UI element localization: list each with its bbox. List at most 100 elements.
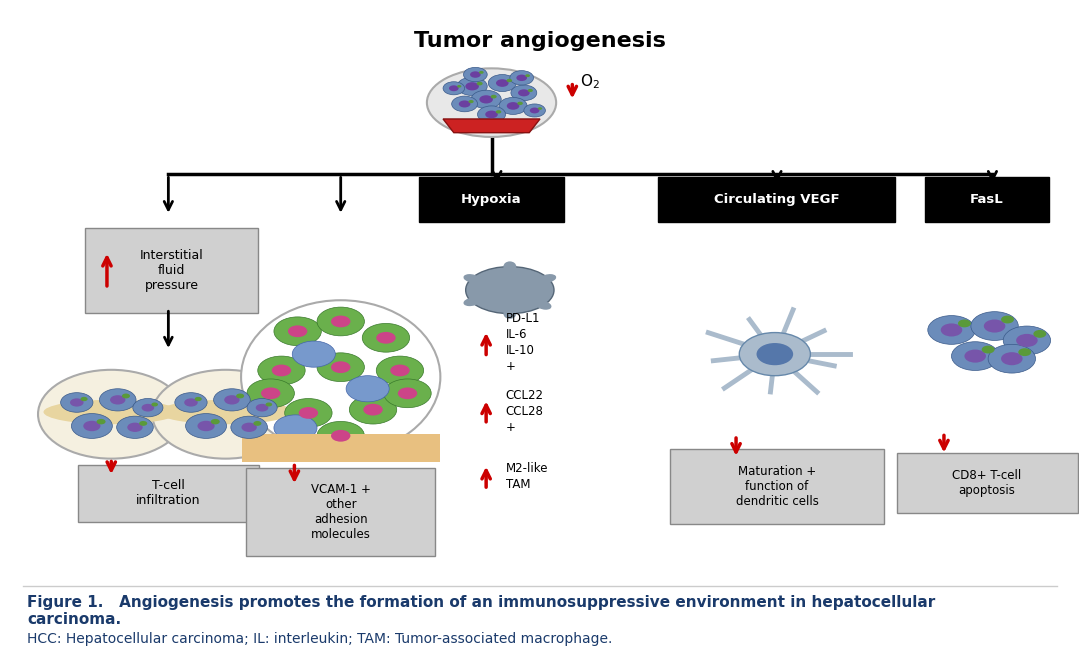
Circle shape <box>346 376 389 402</box>
Circle shape <box>511 85 537 100</box>
Circle shape <box>518 89 529 96</box>
Circle shape <box>525 74 530 77</box>
Circle shape <box>83 420 100 431</box>
Circle shape <box>928 316 975 344</box>
Circle shape <box>186 413 227 438</box>
Circle shape <box>449 85 459 91</box>
Ellipse shape <box>503 261 516 272</box>
Circle shape <box>231 416 268 438</box>
Circle shape <box>194 397 202 401</box>
Circle shape <box>507 102 519 110</box>
Text: Hypoxia: Hypoxia <box>461 193 522 206</box>
Circle shape <box>528 89 532 92</box>
Circle shape <box>247 399 278 417</box>
FancyBboxPatch shape <box>671 449 883 523</box>
Ellipse shape <box>463 274 480 283</box>
Circle shape <box>299 407 319 419</box>
Circle shape <box>60 393 93 412</box>
FancyBboxPatch shape <box>926 177 1049 222</box>
Ellipse shape <box>463 298 480 306</box>
Circle shape <box>459 100 471 108</box>
Circle shape <box>242 422 257 432</box>
Text: Interstitial
fluid
pressure: Interstitial fluid pressure <box>139 249 203 292</box>
Circle shape <box>507 79 512 82</box>
Circle shape <box>293 341 335 367</box>
Text: Tumor angiogenesis: Tumor angiogenesis <box>414 31 666 51</box>
Circle shape <box>480 95 492 104</box>
Circle shape <box>285 399 332 427</box>
Text: Maturation +
function of
dendritic cells: Maturation + function of dendritic cells <box>735 464 819 508</box>
Circle shape <box>318 353 364 382</box>
Circle shape <box>984 319 1005 333</box>
Circle shape <box>376 356 423 385</box>
Circle shape <box>330 361 350 373</box>
Circle shape <box>951 342 999 371</box>
Circle shape <box>516 75 527 81</box>
Circle shape <box>964 350 986 363</box>
Circle shape <box>254 421 261 426</box>
Circle shape <box>971 312 1018 340</box>
Circle shape <box>211 419 219 424</box>
Text: CD8+ T-cell
apoptosis: CD8+ T-cell apoptosis <box>953 469 1022 497</box>
Circle shape <box>443 82 464 95</box>
Text: PD-L1
IL-6
IL-10
+: PD-L1 IL-6 IL-10 + <box>505 312 540 373</box>
Circle shape <box>470 72 481 78</box>
Text: HCC: Hepatocellular carcinoma; IL: interleukin; TAM: Tumor-associated macrophage: HCC: Hepatocellular carcinoma; IL: inter… <box>27 632 612 646</box>
Circle shape <box>139 421 147 426</box>
Ellipse shape <box>465 266 554 314</box>
Text: O$_2$: O$_2$ <box>580 72 599 91</box>
Circle shape <box>152 370 299 459</box>
Circle shape <box>256 404 269 411</box>
Text: VCAM-1 +
other
adhesion
molecules: VCAM-1 + other adhesion molecules <box>311 483 370 541</box>
Circle shape <box>266 403 272 407</box>
Circle shape <box>463 68 487 82</box>
Ellipse shape <box>43 400 179 424</box>
Circle shape <box>272 365 292 377</box>
Circle shape <box>982 346 995 354</box>
Ellipse shape <box>503 308 516 319</box>
Circle shape <box>185 398 198 407</box>
Circle shape <box>958 319 971 327</box>
Ellipse shape <box>540 274 556 283</box>
Circle shape <box>988 344 1036 373</box>
Circle shape <box>122 394 130 398</box>
Ellipse shape <box>536 300 552 310</box>
FancyBboxPatch shape <box>78 464 259 522</box>
Circle shape <box>465 82 478 91</box>
Circle shape <box>38 370 185 459</box>
Circle shape <box>524 104 545 117</box>
Circle shape <box>110 395 125 405</box>
Circle shape <box>225 395 240 405</box>
Circle shape <box>198 420 215 431</box>
Circle shape <box>451 96 477 112</box>
Text: FasL: FasL <box>970 193 1004 206</box>
Circle shape <box>274 415 318 441</box>
Circle shape <box>330 430 350 441</box>
Circle shape <box>476 82 483 85</box>
Circle shape <box>99 389 136 411</box>
Circle shape <box>71 413 112 438</box>
Circle shape <box>490 95 497 98</box>
FancyBboxPatch shape <box>246 468 435 556</box>
Circle shape <box>496 110 501 113</box>
Text: CCL22
CCL28
+: CCL22 CCL28 + <box>505 389 543 434</box>
Circle shape <box>349 396 396 424</box>
Circle shape <box>261 388 281 400</box>
Circle shape <box>1003 326 1051 355</box>
Circle shape <box>288 325 308 337</box>
Circle shape <box>214 389 251 411</box>
Circle shape <box>1016 334 1038 347</box>
Circle shape <box>318 307 364 336</box>
Text: M2-like
TAM: M2-like TAM <box>505 462 548 491</box>
Circle shape <box>538 107 542 110</box>
Circle shape <box>510 71 534 85</box>
Circle shape <box>70 398 83 407</box>
Polygon shape <box>443 119 540 133</box>
Text: Circulating VEGF: Circulating VEGF <box>714 193 840 206</box>
FancyBboxPatch shape <box>419 177 564 222</box>
Circle shape <box>530 108 540 113</box>
Circle shape <box>1001 352 1023 365</box>
Circle shape <box>477 106 505 123</box>
Ellipse shape <box>427 68 556 137</box>
Circle shape <box>397 388 417 400</box>
